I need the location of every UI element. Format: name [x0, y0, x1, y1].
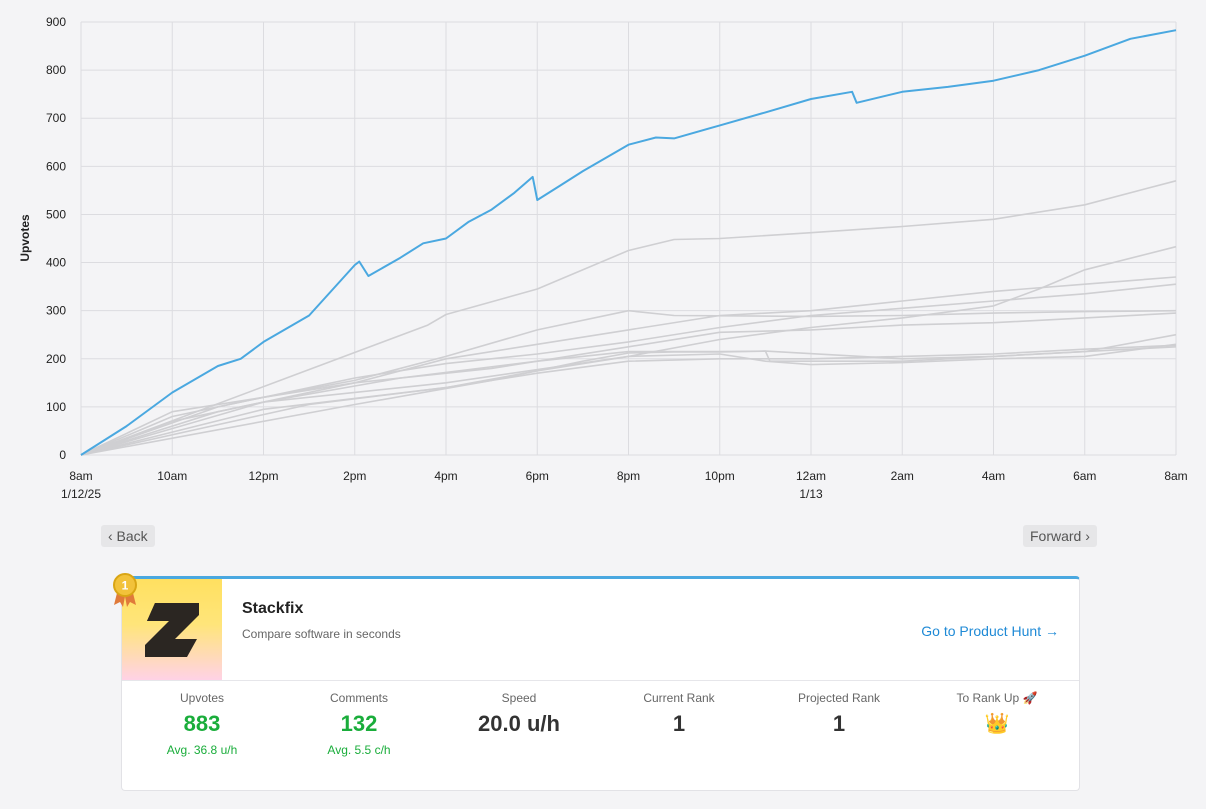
- x-tick-label: 12am: [796, 469, 826, 483]
- series-line: [80, 180, 1177, 456]
- stackfix-logo-icon: [145, 603, 199, 657]
- stat-upvotes: Upvotes 883 Avg. 36.8 u/h: [122, 691, 282, 757]
- x-tick-label: 8am: [1164, 469, 1187, 483]
- rank-badge-number: 1: [122, 579, 129, 593]
- y-tick-label: 700: [46, 111, 66, 125]
- y-tick-label: 400: [46, 256, 66, 270]
- stat-value: 20.0 u/h: [478, 711, 560, 736]
- series-line: [80, 346, 1177, 456]
- series-line: [80, 343, 1177, 456]
- stat-speed: Speed 20.0 u/h: [439, 691, 599, 737]
- x-axis-ticks: 8am 1/12/25 10am 12pm 2pm 4pm 6pm 8pm 10pm 12am 1/…: [61, 469, 1188, 501]
- forward-button[interactable]: Forward ›: [1023, 525, 1097, 547]
- x-tick-sublabel: 1/12/25: [61, 487, 101, 501]
- x-tick-label: 6am: [1073, 469, 1096, 483]
- stat-value: 132: [340, 711, 378, 736]
- x-tick-label: 10pm: [705, 469, 735, 483]
- x-tick-sublabel: 1/13: [799, 487, 823, 501]
- stat-label: Upvotes: [179, 691, 225, 705]
- x-tick-label: 8pm: [617, 469, 640, 483]
- series-line: [80, 283, 1177, 456]
- stat-label: Projected Rank: [797, 691, 881, 705]
- stat-label: Current Rank: [643, 691, 715, 705]
- stat-value: 883: [183, 711, 221, 736]
- y-axis-label: Upvotes: [18, 214, 32, 262]
- x-tick-label: 10am: [157, 469, 187, 483]
- y-tick-label: 800: [46, 63, 66, 77]
- product-card: 1 Stackfix Compare software in seconds G…: [113, 573, 1080, 791]
- y-tick-label: 100: [46, 400, 66, 414]
- x-tick-label: 12pm: [248, 469, 278, 483]
- series-line: [80, 245, 1177, 456]
- product-hunt-link[interactable]: Go to Product Hunt →: [921, 623, 1059, 639]
- x-tick-label: 6pm: [526, 469, 549, 483]
- stat-value: 1: [832, 711, 846, 736]
- x-tick-label: 2pm: [343, 469, 366, 483]
- y-tick-label: 900: [46, 15, 66, 29]
- highlighted-series-line: [80, 29, 1177, 456]
- x-tick-label: 4am: [982, 469, 1005, 483]
- y-tick-label: 0: [59, 448, 66, 462]
- x-tick-label: 8am: [69, 469, 92, 483]
- x-tick-label: 2am: [891, 469, 914, 483]
- product-name: Stackfix: [242, 600, 304, 617]
- y-tick-label: 200: [46, 352, 66, 366]
- stat-projected-rank: Projected Rank 1: [759, 691, 919, 737]
- stat-label: Speed: [501, 691, 537, 705]
- rank-medal-icon: 1: [113, 573, 137, 607]
- stat-average: Avg. 5.5 c/h: [327, 743, 391, 757]
- stat-label: To Rank Up 🚀: [956, 691, 1038, 705]
- y-tick-label: 600: [46, 159, 66, 173]
- y-axis-ticks: 0 100 200 300 400 500 600 700 800 900: [46, 15, 66, 462]
- series-line: [80, 309, 1177, 456]
- stat-average: Avg. 36.8 u/h: [166, 743, 238, 757]
- stat-current-rank: Current Rank 1: [599, 691, 759, 737]
- series-line: [80, 312, 1177, 456]
- crown-icon: 👑: [984, 713, 1010, 735]
- chart-grid: [80, 21, 1177, 456]
- stat-label: Comments: [329, 691, 388, 705]
- chart-series: [80, 29, 1177, 456]
- stat-comments: Comments 132 Avg. 5.5 c/h: [279, 691, 439, 757]
- x-tick-label: 4pm: [434, 469, 457, 483]
- stat-to-rank-up: To Rank Up 🚀 👑: [917, 691, 1077, 736]
- back-button[interactable]: ‹ Back: [101, 525, 155, 547]
- y-tick-label: 500: [46, 207, 66, 221]
- y-tick-label: 300: [46, 304, 66, 318]
- stat-value: 1: [672, 711, 686, 736]
- upvotes-chart: 0 100 200 300 400 500 600 700 800 900 8am 1/12/25 1…: [18, 15, 1188, 501]
- product-thumbnail: [122, 579, 222, 680]
- product-tagline: Compare software in seconds: [242, 627, 401, 641]
- product-header: 1 Stackfix Compare software in seconds G…: [113, 573, 1079, 681]
